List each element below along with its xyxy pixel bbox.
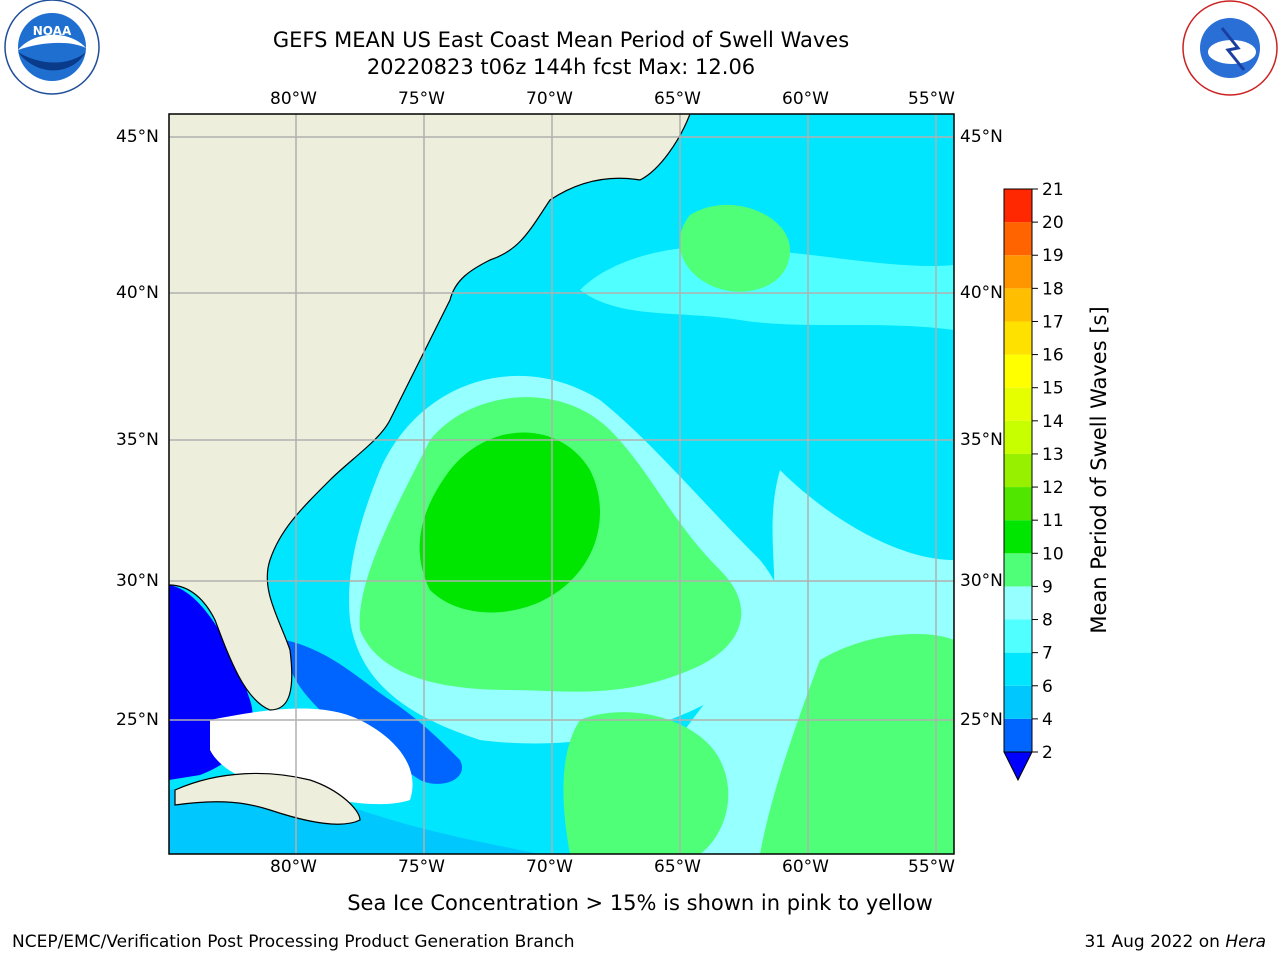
colorbar-segment xyxy=(1004,685,1032,719)
lon-label-top: 65°W xyxy=(654,89,701,109)
colorbar-tick-label: 8 xyxy=(1042,611,1053,631)
colorbar-tick-label: 10 xyxy=(1042,544,1064,564)
colorbar-segment xyxy=(1004,652,1032,686)
footer-machine: Hera xyxy=(1225,932,1266,952)
colorbar-tick-label: 2 xyxy=(1042,743,1053,763)
land-cuba xyxy=(175,773,360,825)
colorbar-segment xyxy=(1004,222,1032,256)
swell-period-field xyxy=(169,114,954,854)
field-region-7-8s-north xyxy=(580,246,954,330)
colorbar-segment xyxy=(1004,288,1032,322)
lon-label-top: 70°W xyxy=(526,89,573,109)
colorbar-tick-label: 21 xyxy=(1042,180,1064,200)
graticule xyxy=(169,114,954,854)
lat-label-right: 45°N xyxy=(960,127,1003,147)
colorbar: 2 4 6 7 8 9 10 11 12 13 14 15 16 17 18 19 20 21 Mean Perio… xyxy=(1003,180,1111,782)
svg-text:NOAA: NOAA xyxy=(33,24,72,38)
colorbar-segment xyxy=(1004,586,1032,620)
colorbar-segment xyxy=(1004,718,1032,752)
lon-label-bottom: 65°W xyxy=(654,857,701,877)
land-north-america xyxy=(169,114,690,710)
coastline-cuba xyxy=(174,772,361,825)
colorbar-segment xyxy=(1004,387,1032,421)
lon-label-top: 75°W xyxy=(398,89,445,109)
field-region-10-11s-core xyxy=(419,432,600,613)
colorbar-tick-label: 9 xyxy=(1042,577,1053,597)
map-subtitle: 20220823 t06z 144h fcst Max: 12.06 xyxy=(366,55,756,79)
lon-label-top: 80°W xyxy=(270,89,317,109)
colorbar-segment xyxy=(1004,354,1032,388)
footer-branch: NCEP/EMC/Verification Post Processing Pr… xyxy=(12,932,575,952)
colorbar-tick-label: 11 xyxy=(1042,511,1064,531)
colorbar-tick-label: 20 xyxy=(1042,213,1064,233)
field-region-9-10s-south xyxy=(563,712,729,854)
colorbar-tick-label: 4 xyxy=(1042,710,1053,730)
colorbar-segment xyxy=(1004,189,1032,223)
footer-date-text: 31 Aug 2022 on xyxy=(1084,932,1226,952)
field-region-9-10s-north xyxy=(679,204,790,292)
lon-label-bottom: 60°W xyxy=(782,857,829,877)
lon-label-bottom: 75°W xyxy=(398,857,445,877)
nws-logo xyxy=(1182,0,1278,96)
colorbar-segment xyxy=(1004,321,1032,355)
colorbar-under-arrow xyxy=(1003,751,1033,782)
sea-ice-caption: Sea Ice Concentration > 15% is shown in … xyxy=(347,891,933,915)
colorbar-segment xyxy=(1004,520,1032,554)
colorbar-segment xyxy=(1004,453,1032,488)
colorbar-tick-label: 12 xyxy=(1042,478,1064,498)
colorbar-tick-label: 17 xyxy=(1042,312,1064,332)
colorbar-tick-label: 18 xyxy=(1042,279,1064,299)
colorbar-tick-label: 7 xyxy=(1042,644,1053,664)
colorbar-frame xyxy=(1003,188,1033,753)
lon-label-top: 55°W xyxy=(908,89,955,109)
field-region-2-4s-bahamas xyxy=(285,640,462,784)
lat-label-right: 30°N xyxy=(960,571,1003,591)
colorbar-tick-label: 13 xyxy=(1042,445,1064,465)
colorbar-tick-label: 19 xyxy=(1042,246,1064,266)
colorbar-segment xyxy=(1004,619,1032,653)
colorbar-label: Mean Period of Swell Waves [s] xyxy=(1087,306,1111,633)
colorbar-tick-label: 15 xyxy=(1042,379,1064,399)
lat-label-left: 45°N xyxy=(116,127,159,147)
map-frame xyxy=(168,113,955,855)
colorbar-tick-label: 14 xyxy=(1042,412,1064,432)
colorbar-tick-label: 16 xyxy=(1042,346,1064,366)
lon-label-bottom: 80°W xyxy=(270,857,317,877)
lat-label-left: 40°N xyxy=(116,283,159,303)
colorbar-tick-label: 6 xyxy=(1042,677,1053,697)
lon-label-bottom: 55°W xyxy=(908,857,955,877)
colorbar-segment xyxy=(1004,487,1032,521)
lat-label-right: 35°N xyxy=(960,430,1003,450)
lat-label-left: 25°N xyxy=(116,710,159,730)
lat-label-right: 25°N xyxy=(960,710,1003,730)
footer-date: 31 Aug 2022 on Hera xyxy=(1084,932,1266,952)
lat-label-left: 35°N xyxy=(116,430,159,450)
lon-label-top: 60°W xyxy=(782,89,829,109)
noaa-logo: NOAA xyxy=(4,0,100,95)
coastline xyxy=(169,114,691,711)
map-title: GEFS MEAN US East Coast Mean Period of S… xyxy=(272,28,850,52)
colorbar-segment xyxy=(1004,553,1032,587)
lat-label-left: 30°N xyxy=(116,571,159,591)
colorbar-segment xyxy=(1004,420,1032,454)
colorbar-segment xyxy=(1004,255,1032,289)
lon-label-bottom: 70°W xyxy=(526,857,573,877)
lat-label-right: 40°N xyxy=(960,283,1003,303)
